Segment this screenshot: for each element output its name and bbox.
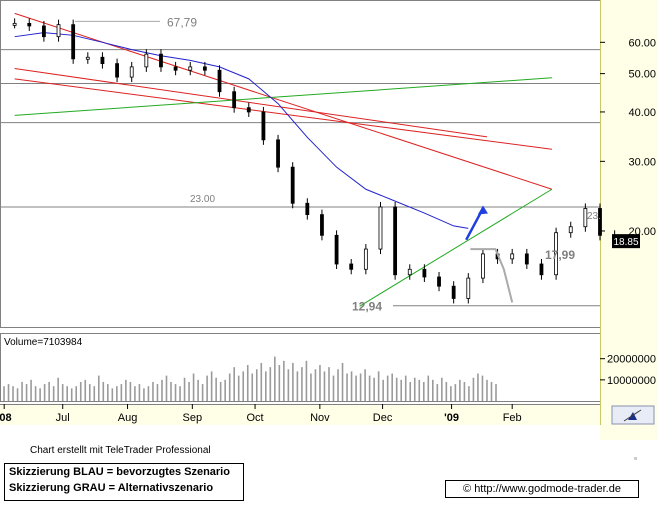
chart-tool-icon — [623, 409, 642, 422]
time-tick-label: Oct — [246, 412, 263, 424]
price-candle — [349, 263, 354, 270]
level-label: 23.00 — [190, 194, 215, 205]
price-candle — [481, 253, 485, 279]
price-tick-label: 30.00 — [628, 156, 656, 168]
price-candle — [188, 66, 193, 71]
decor-dot — [634, 457, 637, 460]
price-candle — [246, 107, 251, 113]
price-candle — [466, 277, 471, 299]
scenario-legend: Skizzierung BLAU = bevorzugtes Szenario … — [4, 463, 244, 501]
price-tick-label: 40.00 — [628, 107, 656, 119]
stock-chart: 67,79 23.00 23. 17,99 12,94 60.00 50.00 40.00 3… — [0, 0, 658, 440]
price-candle — [407, 268, 412, 276]
trendline — [14, 77, 552, 116]
price-candle — [539, 263, 544, 276]
price-candle — [27, 22, 32, 27]
level-label: 12,94 — [352, 300, 382, 314]
last-price-marker — [612, 234, 640, 249]
moving-average-line — [14, 32, 469, 229]
price-candle — [129, 66, 134, 78]
time-tick-label: '09 — [444, 412, 459, 424]
trendline — [359, 188, 553, 307]
price-candle — [437, 276, 441, 287]
price-candle — [85, 56, 90, 60]
price-candle — [422, 268, 427, 278]
legend-blue-scenario: Skizzierung BLAU = bevorzugtes Szenario — [9, 466, 230, 478]
chart-credit: Chart erstellt mit TeleTrader Profession… — [30, 445, 211, 456]
price-candle — [334, 234, 339, 265]
price-candle — [261, 111, 266, 141]
legend-gray-scenario: Skizzierung GRAU = Alternativszenario — [9, 482, 214, 494]
source-url[interactable]: © http://www.godmode-trader.de — [445, 480, 639, 498]
level-label: 67,79 — [167, 15, 197, 29]
price-candle — [451, 285, 456, 299]
price-candle — [159, 53, 163, 68]
price-candle — [217, 69, 222, 93]
price-candle — [583, 208, 588, 228]
price-candle — [554, 232, 558, 276]
time-tick-label: Feb — [503, 412, 522, 424]
time-tick-label: Sep — [183, 412, 203, 424]
price-candle — [42, 25, 46, 38]
price-candle — [524, 253, 529, 265]
volume-label: Volume=7103984 — [4, 337, 83, 348]
price-candle — [144, 53, 149, 68]
price-candle — [378, 206, 383, 250]
price-candle — [71, 24, 76, 60]
price-candle — [12, 22, 17, 26]
time-axis-strip — [0, 404, 600, 425]
trendline — [14, 68, 488, 138]
price-candle — [276, 139, 280, 168]
time-tick-label: '08 — [0, 412, 12, 424]
last-price-label: 18.85 — [613, 237, 638, 248]
price-candle — [202, 66, 207, 71]
price-candle — [100, 56, 105, 65]
price-candle — [598, 208, 602, 236]
price-candle — [393, 206, 398, 276]
time-tick-label: Nov — [310, 412, 330, 424]
volume-tick-label: 20000000 — [607, 354, 656, 366]
price-candle — [115, 63, 119, 78]
level-label: 17,99 — [545, 248, 575, 262]
volume-tick-label: 10000000 — [607, 375, 656, 387]
time-tick-label: Dec — [373, 412, 393, 424]
gray-scenario-path — [470, 248, 514, 303]
price-candle — [305, 202, 310, 216]
price-candle — [510, 253, 515, 260]
blue-scenario-arrowhead — [477, 205, 488, 215]
price-candle — [173, 66, 178, 71]
time-tick-label: Jul — [56, 412, 70, 424]
price-candle — [568, 226, 573, 234]
trendline — [14, 78, 552, 150]
price-tick-label: 60.00 — [628, 37, 656, 49]
time-tick-label: Aug — [118, 412, 138, 424]
volume-panel-frame — [0, 333, 601, 402]
price-candle — [232, 91, 237, 109]
price-tick-label: 50.00 — [628, 69, 656, 81]
price-panel-frame — [0, 0, 601, 328]
level-right-label: 23. — [587, 211, 601, 222]
price-candle — [320, 214, 324, 236]
price-candle — [363, 248, 368, 270]
price-candle — [56, 24, 61, 38]
price-axis-strip — [600, 0, 658, 440]
price-candle — [290, 166, 295, 204]
